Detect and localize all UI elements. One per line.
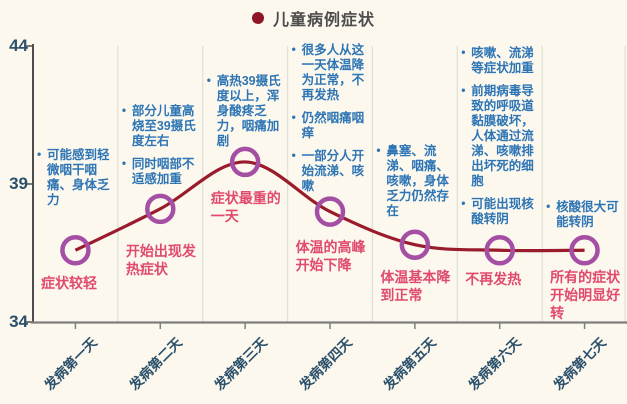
day-notes: 鼻塞、流涕、咽痛、咳嗽，身体乏力仍然存在 xyxy=(375,143,452,227)
note-item: 一部分人开始流涕、咳嗽 xyxy=(291,148,368,194)
data-point-marker xyxy=(145,193,176,225)
day-notes: 咳嗽、流涕等症状加重前期病毒导致的呼吸道黏膜破坏，人体通过流涕、咳嗽排出坏死的细… xyxy=(460,45,537,235)
series-line xyxy=(74,160,585,253)
data-point-marker xyxy=(569,234,600,266)
y-axis-tick-label: 44 xyxy=(9,36,28,55)
note-item: 鼻塞、流涕、咽痛、咳嗽，身体乏力仍然存在 xyxy=(375,143,452,219)
day-summary: 不再发热 xyxy=(465,271,522,287)
note-item: 可能感到轻微咽干咽痛、身体乏力 xyxy=(36,147,113,208)
note-item: 可能出现核酸转阴 xyxy=(460,196,537,227)
data-point-marker xyxy=(399,229,431,260)
legend-marker-icon xyxy=(251,12,264,24)
day-notes: 核酸很大可能转阴 xyxy=(545,199,622,238)
note-item: 很多人从这一天体温降为正常，不再发热 xyxy=(291,42,368,103)
note-item: 部分儿童高烧至39摄氏度左右 xyxy=(121,103,198,149)
day-notes: 高热39摄氏度以上，浑身酸疼乏力，咽痛加剧 xyxy=(206,73,283,157)
day-summary: 体温的高峰开始下降 xyxy=(295,239,366,274)
note-item: 前期病毒导致的呼吸道黏膜破坏，人体通过流涕、咳嗽排出坏死的细胞 xyxy=(460,83,537,189)
note-item: 核酸很大可能转阴 xyxy=(545,199,622,230)
day-summary: 体温基本降到正常 xyxy=(380,269,451,304)
note-item: 同时咽部不适感加重 xyxy=(121,156,198,187)
day-summary: 症状最重的一天 xyxy=(210,190,281,225)
day-notes: 部分儿童高烧至39摄氏度左右同时咽部不适感加重 xyxy=(121,103,198,195)
day-summary: 开始出现发热症状 xyxy=(125,243,196,278)
data-point-marker xyxy=(60,234,91,266)
data-point-marker xyxy=(314,196,346,227)
chart-title: 儿童病例症状 xyxy=(272,12,375,29)
y-axis-tick-label: 34 xyxy=(9,312,28,331)
data-point-marker xyxy=(484,234,515,266)
day-notes: 很多人从这一天体温降为正常，不再发热仍然咽痛咽痒一部分人开始流涕、咳嗽 xyxy=(291,42,368,202)
note-item: 高热39摄氏度以上，浑身酸疼乏力，咽痛加剧 xyxy=(206,73,283,149)
y-axis-tick-label: 39 xyxy=(9,174,28,193)
day-summary: 症状较轻 xyxy=(41,275,97,291)
chart-legend: 儿童病例症状 xyxy=(0,7,627,29)
day-summary: 所有的症状开始明显好转 xyxy=(550,269,621,322)
day-notes: 可能感到轻微咽干咽痛、身体乏力 xyxy=(36,147,113,216)
note-item: 仍然咽痛咽痒 xyxy=(291,110,368,141)
note-item: 咳嗽、流涕等症状加重 xyxy=(460,45,537,76)
